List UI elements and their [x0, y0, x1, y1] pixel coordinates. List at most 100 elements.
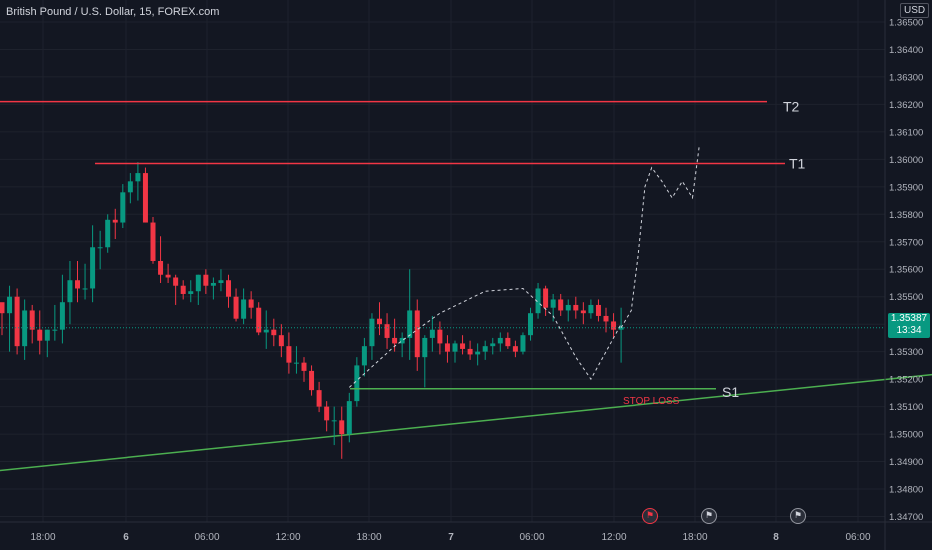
support-1-label: S1 — [722, 384, 739, 400]
candle-body — [120, 192, 126, 223]
candle-body — [558, 299, 564, 311]
candle-body — [90, 247, 96, 289]
price-tick-label: 1.35000 — [889, 430, 923, 441]
price-tick-label: 1.36400 — [889, 45, 923, 56]
candle-body — [399, 337, 405, 344]
candle-body — [444, 343, 450, 352]
candle-body — [0, 302, 5, 314]
candle-body — [271, 329, 277, 336]
candle-body — [52, 329, 58, 331]
candle-body — [309, 370, 315, 391]
candle-body — [127, 181, 133, 193]
price-tick-label: 1.36300 — [889, 72, 923, 83]
price-tick-label: 1.35100 — [889, 402, 923, 413]
bar-countdown: 13:34 — [896, 325, 922, 336]
price-tick-label: 1.35300 — [889, 347, 923, 358]
candlesticks — [0, 162, 624, 459]
current-price-tag: 1.35387 13:34 — [888, 313, 930, 338]
candle-body — [520, 335, 526, 352]
currency-selector[interactable]: USD — [900, 3, 930, 18]
candle-body — [67, 280, 73, 303]
economic-event-flag-icon[interactable]: ⚑ — [642, 508, 658, 524]
candle-body — [226, 280, 231, 297]
candle-body — [286, 346, 292, 363]
candle-body — [361, 346, 367, 366]
candle-body — [135, 173, 141, 182]
candle-body — [22, 310, 28, 347]
price-tick-label: 1.35200 — [889, 375, 923, 386]
candle-body — [7, 296, 13, 314]
time-tick-label: 12:00 — [601, 532, 626, 543]
symbol-title: British Pound / U.S. Dollar, 15, FOREX.c… — [6, 6, 220, 18]
candle-body — [248, 299, 254, 308]
candle-body — [377, 318, 382, 325]
candle-body — [573, 304, 579, 311]
time-tick-label: 18:00 — [30, 532, 55, 543]
price-tick-label: 1.34700 — [889, 512, 923, 523]
candle-body — [497, 337, 503, 344]
candle-body — [339, 420, 345, 435]
user-drawings: T2 T1 S1 STOP LOSS — [0, 99, 885, 407]
time-tick-label: 18:00 — [356, 532, 381, 543]
candle-body — [369, 318, 375, 347]
stop-loss-label: STOP LOSS — [623, 396, 680, 407]
candle-body — [603, 315, 609, 322]
candle-body — [565, 304, 571, 311]
candle-body — [392, 337, 398, 344]
time-tick-label: 7 — [448, 532, 454, 543]
candle-body — [82, 288, 88, 290]
candle-body — [467, 348, 473, 355]
time-tick-label: 8 — [773, 532, 779, 543]
candle-body — [241, 299, 247, 319]
price-tick-label: 1.35900 — [889, 182, 923, 193]
price-tick-label: 1.36000 — [889, 155, 923, 166]
candle-body — [112, 219, 118, 223]
candle-body — [37, 329, 43, 341]
candle-body — [346, 401, 352, 435]
grid-lines — [0, 0, 885, 522]
time-tick-label: 06:00 — [519, 532, 544, 543]
candle-body — [512, 346, 518, 352]
price-tick-label: 1.35600 — [889, 265, 923, 276]
candle-body — [414, 310, 420, 358]
candle-body — [293, 362, 299, 364]
price-tick-label: 1.34900 — [889, 457, 923, 468]
time-tick-label: 12:00 — [275, 532, 300, 543]
candle-body — [422, 337, 428, 358]
candle-body — [59, 302, 65, 330]
candle-body — [97, 247, 103, 249]
time-tick-label: 06:00 — [194, 532, 219, 543]
candle-body — [142, 173, 148, 223]
projected-swing-arc — [348, 287, 622, 388]
candle-body — [29, 310, 35, 330]
candle-body — [14, 296, 20, 347]
candle-body — [195, 274, 201, 292]
current-price-value: 1.35387 — [890, 313, 928, 324]
candle-body — [278, 335, 284, 347]
candle-body — [158, 261, 164, 275]
candle-body — [150, 222, 156, 261]
candle-body — [407, 310, 413, 338]
candle-body — [263, 329, 269, 333]
candle-body — [528, 313, 533, 336]
candle-body — [437, 329, 443, 344]
candle-body — [233, 296, 239, 319]
candle-body — [316, 390, 322, 407]
candle-body — [173, 277, 179, 286]
candle-body — [301, 362, 307, 371]
candle-body — [256, 307, 262, 333]
price-tick-label: 1.36200 — [889, 100, 923, 111]
candle-body — [535, 288, 541, 314]
candle-body — [618, 326, 624, 330]
economic-event-flag-icon[interactable]: ⚑ — [701, 508, 717, 524]
candle-body — [203, 274, 209, 286]
price-tick-label: 1.34800 — [889, 485, 923, 496]
target-2-label: T2 — [783, 99, 800, 115]
candle-body — [180, 285, 186, 294]
trend-lines — [0, 373, 932, 472]
economic-event-flag-icon[interactable]: ⚑ — [790, 508, 806, 524]
target-1-label: T1 — [789, 155, 806, 171]
candle-body — [543, 288, 549, 308]
